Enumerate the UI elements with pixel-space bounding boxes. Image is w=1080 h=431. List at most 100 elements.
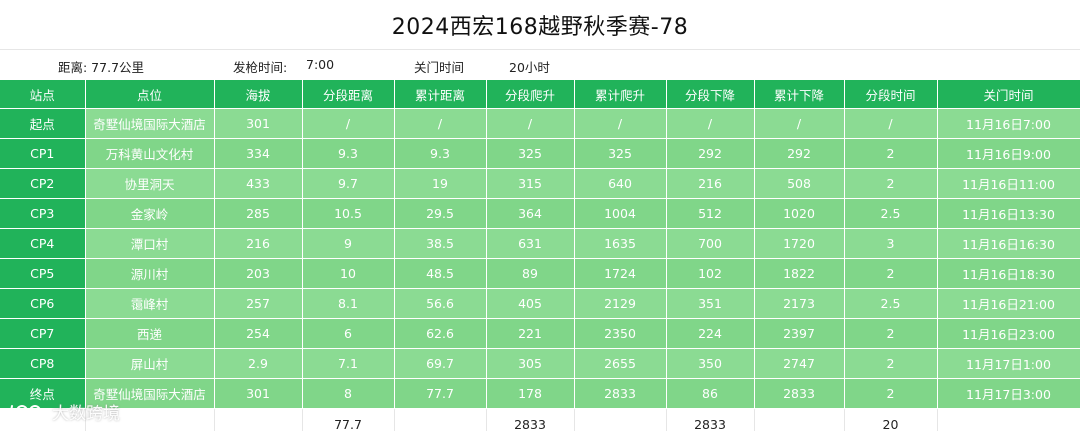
table-cell: 8 [302,378,395,409]
cutoff-label: 关门时间 [414,60,465,75]
table-cell: 屏山村 [85,348,215,379]
table-cell: 2.5 [844,198,938,229]
table-cell: 56.6 [394,288,487,319]
table-cell: 77.7 [394,378,487,409]
table-cell: 38.5 [394,228,487,259]
table-cell: 源川村 [85,258,215,289]
table-cell: 325 [486,138,575,169]
table-cell: 508 [754,168,845,199]
table-cell: 364 [486,198,575,229]
table-cell: 2.9 [214,348,303,379]
column-header: 分段时间 [844,80,938,109]
table-cell: 216 [214,228,303,259]
table-cell: 2.5 [844,288,938,319]
table-cell: 257 [214,288,303,319]
table-cell: 2747 [754,348,845,379]
column-header: 累计下降 [754,80,845,109]
column-header: 海拔 [214,80,303,109]
table-cell: 1635 [574,228,667,259]
table-cell: / [754,108,845,139]
table-cell: 11月16日18:30 [937,258,1080,289]
table-cell: 301 [214,378,303,409]
table-cell: 19 [394,168,487,199]
table-cell: 203 [214,258,303,289]
table-cell: / [574,108,667,139]
table-cell: 7.1 [302,348,395,379]
table-cell: 6 [302,318,395,349]
table-cell: 11月16日13:30 [937,198,1080,229]
table-cell: 协里洞天 [85,168,215,199]
table-cell: / [666,108,755,139]
station-cell: CP5 [0,258,86,289]
column-header: 站点 [0,80,86,109]
station-cell: CP4 [0,228,86,259]
total-cell: 20 [844,408,938,431]
station-cell: CP2 [0,168,86,199]
table-cell: 224 [666,318,755,349]
table-row: CP8 屏山村 2.9 7.1 69.7 305 2655 350 2747 2 11月17日1:0… [0,348,1080,379]
distance-label: 距离: 77.7公里 [58,60,145,75]
total-cell [0,408,86,431]
table-cell: 631 [486,228,575,259]
page-title: 2024西宏168越野秋季赛-78 [391,14,689,40]
total-cell: 2833 [486,408,575,431]
table-cell: 11月17日1:00 [937,348,1080,379]
table-row: CP3 金家岭 285 10.5 29.5 364 1004 512 1020 2.5 11月16日… [0,198,1080,229]
table-cell: 86 [666,378,755,409]
table-cell: 10 [302,258,395,289]
column-header: 点位 [85,80,215,109]
table-cell: 2 [844,258,938,289]
column-header: 累计爬升 [574,80,667,109]
table-cell: 62.6 [394,318,487,349]
table-row: CP6 霭峰村 257 8.1 56.6 405 2129 351 2173 2.5 11月16日2… [0,288,1080,319]
table-cell: 11月16日16:30 [937,228,1080,259]
table-cell: 2 [844,318,938,349]
column-header: 关门时间 [937,80,1080,109]
total-cell [937,408,1080,431]
table-cell: 2173 [754,288,845,319]
table-cell: 2129 [574,288,667,319]
table-cell: / [302,108,395,139]
table-row: 起点 奇墅仙境国际大酒店 301// / / / //11月16日7:00 [0,108,1080,139]
table-cell: 1004 [574,198,667,229]
table-cell: 301 [214,108,303,139]
table-cell: 2 [844,168,938,199]
table-cell: 2350 [574,318,667,349]
checkpoint-table: 站点 点位 海拔 分段距离 累计距离 分段爬升 累计爬升 分段下降 累计下降 分段时间 关门时间 起… [0,80,1080,431]
table-cell: 350 [666,348,755,379]
table-cell: 69.7 [394,348,487,379]
table-cell: 305 [486,348,575,379]
station-cell: 起点 [0,108,86,139]
table-cell: 221 [486,318,575,349]
table-cell: 315 [486,168,575,199]
column-header: 分段距离 [302,80,395,109]
start-time-value: 7:00 [306,57,335,72]
table-cell: 11月16日9:00 [937,138,1080,169]
table-cell: 9.3 [302,138,395,169]
total-cell [754,408,845,431]
table-cell: 102 [666,258,755,289]
table-cell: 334 [214,138,303,169]
table-cell: 11月16日23:00 [937,318,1080,349]
station-cell: CP7 [0,318,86,349]
table-cell: 48.5 [394,258,487,289]
header-row: 站点 点位 海拔 分段距离 累计距离 分段爬升 累计爬升 分段下降 累计下降 分段时间 关门时间 [0,80,1080,109]
table-cell: 9.3 [394,138,487,169]
station-cell: CP1 [0,138,86,169]
table-cell: 285 [214,198,303,229]
table-cell: 2397 [754,318,845,349]
table-cell: 奇墅仙境国际大酒店 [85,108,215,139]
column-header: 分段下降 [666,80,755,109]
totals-row: 77.7 2833 2833 20 [0,408,1080,431]
table-row: CP7 西递 254 6 62.6 221 2350 224 2397 2 11月16日23:00 [0,318,1080,349]
station-cell: CP8 [0,348,86,379]
table-row: CP1 万科黄山文化村 334 9.3 9.3 325 325 292 292 2 11月16日9:… [0,138,1080,169]
total-cell [85,408,215,431]
table-cell: 292 [666,138,755,169]
table-row: CP4 潭口村 216 9 38.5 631 1635 700 1720 3 11月16日16:30 [0,228,1080,259]
table-cell: 万科黄山文化村 [85,138,215,169]
table-cell: 29.5 [394,198,487,229]
table-cell: 11月16日7:00 [937,108,1080,139]
table-cell: 9 [302,228,395,259]
